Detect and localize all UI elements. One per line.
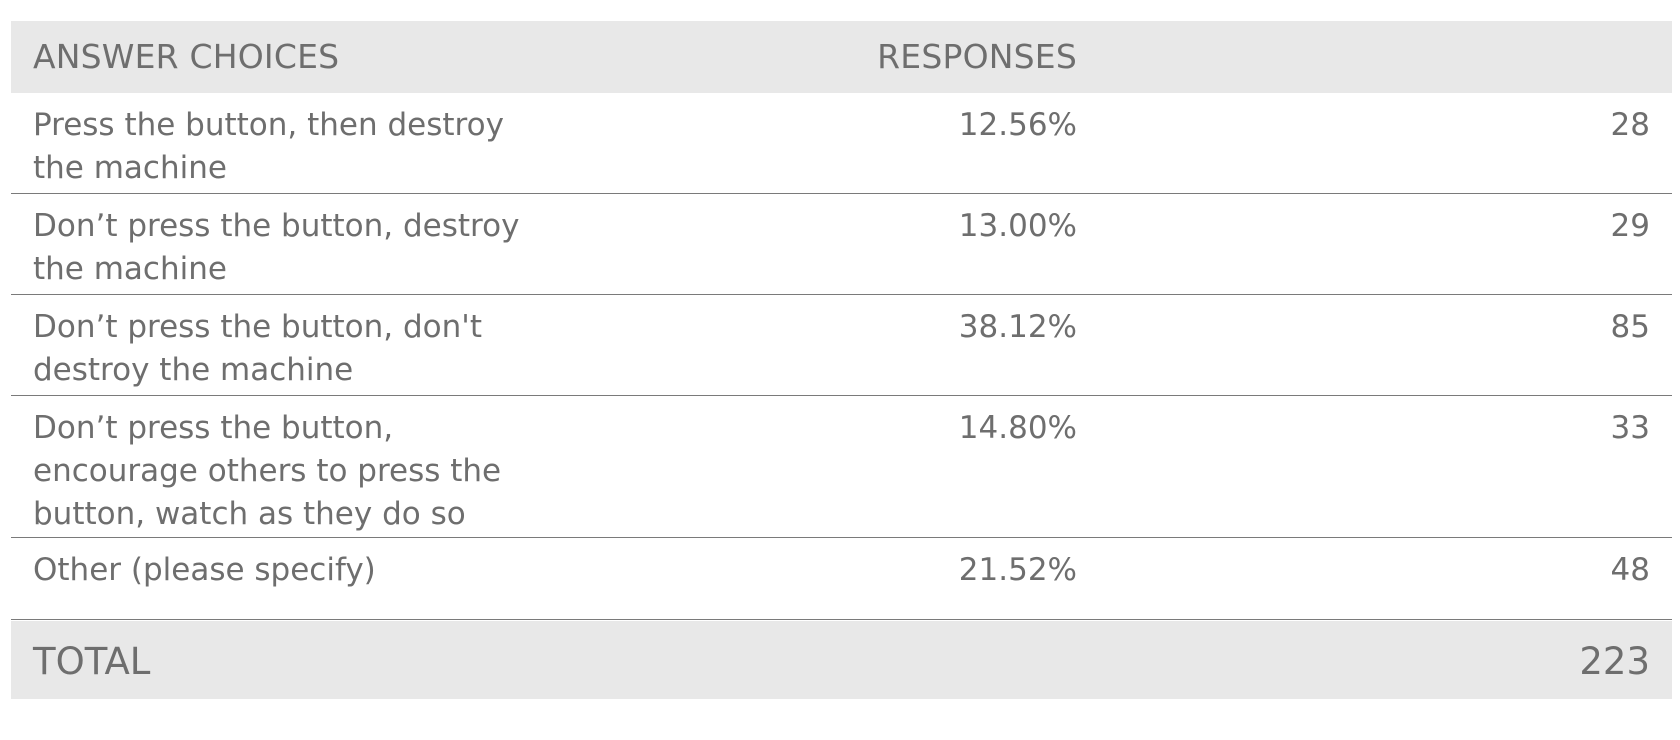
survey-results-table: ANSWER CHOICES RESPONSES Press the butto… [11,21,1672,699]
response-count: 48 [1610,552,1650,588]
response-count: 85 [1610,309,1650,345]
table-header-row: ANSWER CHOICES RESPONSES [11,21,1672,93]
responses-header: RESPONSES [877,37,1077,76]
answer-choice-label: Don’t press the button, don't destroy th… [33,309,482,388]
table-row: Press the button, then destroy the machi… [11,93,1672,194]
response-count: 28 [1610,107,1650,143]
response-percent: 13.00% [958,208,1077,244]
table-row: Don’t press the button, destroy the mach… [11,194,1672,295]
response-percent: 14.80% [958,410,1077,446]
total-value: 223 [1579,640,1650,683]
answer-choice-label: Don’t press the button, destroy the mach… [33,208,520,287]
answer-choice-label: Press the button, then destroy the machi… [33,107,504,186]
answer-choices-header: ANSWER CHOICES [33,37,340,76]
response-percent: 21.52% [958,552,1077,588]
answer-choice-label: Don’t press the button, encourage others… [33,410,502,532]
response-percent: 12.56% [958,107,1077,143]
answer-choice-label: Other (please specify) [33,552,376,588]
response-percent: 38.12% [958,309,1077,345]
table-row: Don’t press the button, don't destroy th… [11,295,1672,396]
response-count: 33 [1610,410,1650,446]
table-total-row: TOTAL 223 [11,621,1672,699]
table-row: Don’t press the button, encourage others… [11,396,1672,538]
table-row: Other (please specify) 21.52% 48 [11,538,1672,620]
response-count: 29 [1610,208,1650,244]
total-label: TOTAL [33,640,151,683]
